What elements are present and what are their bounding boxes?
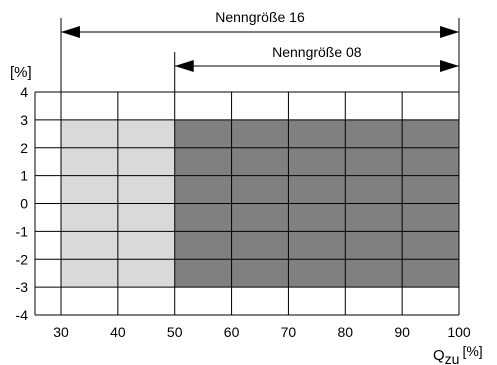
x-tick-70: 70 — [281, 324, 297, 340]
grid-lines — [34, 91, 460, 316]
x-axis-label: Qzu [%] — [433, 343, 483, 365]
y-tick-2: 2 — [20, 140, 28, 156]
range-0-arrow-right — [440, 26, 459, 38]
y-tick-1: 1 — [20, 168, 28, 184]
range-0-arrow-left — [61, 26, 80, 38]
y-tick--4: -4 — [16, 307, 29, 323]
y-tick-0: 0 — [20, 196, 28, 212]
x-tick-50: 50 — [167, 324, 183, 340]
y-tick-3: 3 — [20, 112, 28, 128]
x-tick-90: 90 — [394, 324, 410, 340]
y-tick-labels: 4 3 2 1 0 -1 -2 -3 -4 — [16, 84, 29, 323]
x-axis-label-main: Q — [433, 347, 445, 364]
x-axis-label-unit: [%] — [462, 343, 482, 359]
range-1-label: Nenngröße 08 — [272, 44, 362, 60]
y-axis-label: [%] — [10, 64, 32, 81]
y-tick--2: -2 — [16, 251, 29, 267]
x-tick-30: 30 — [53, 324, 69, 340]
y-tick-4: 4 — [20, 84, 28, 100]
x-axis-label-sub: zu — [445, 351, 460, 365]
y-tick--3: -3 — [16, 279, 29, 295]
x-tick-80: 80 — [337, 324, 353, 340]
range-1-arrow-left — [174, 60, 194, 72]
range-1-arrow-right — [440, 60, 459, 72]
x-tick-60: 60 — [224, 324, 240, 340]
x-tick-40: 40 — [110, 324, 126, 340]
range-0-label: Nenngröße 16 — [215, 9, 305, 25]
y-tick--1: -1 — [16, 223, 29, 239]
range-arrows: Nenngröße 16 Nenngröße 08 — [60, 9, 460, 92]
x-tick-100: 100 — [447, 324, 471, 340]
x-tick-labels: 30 40 50 60 70 80 90 100 — [53, 324, 471, 340]
